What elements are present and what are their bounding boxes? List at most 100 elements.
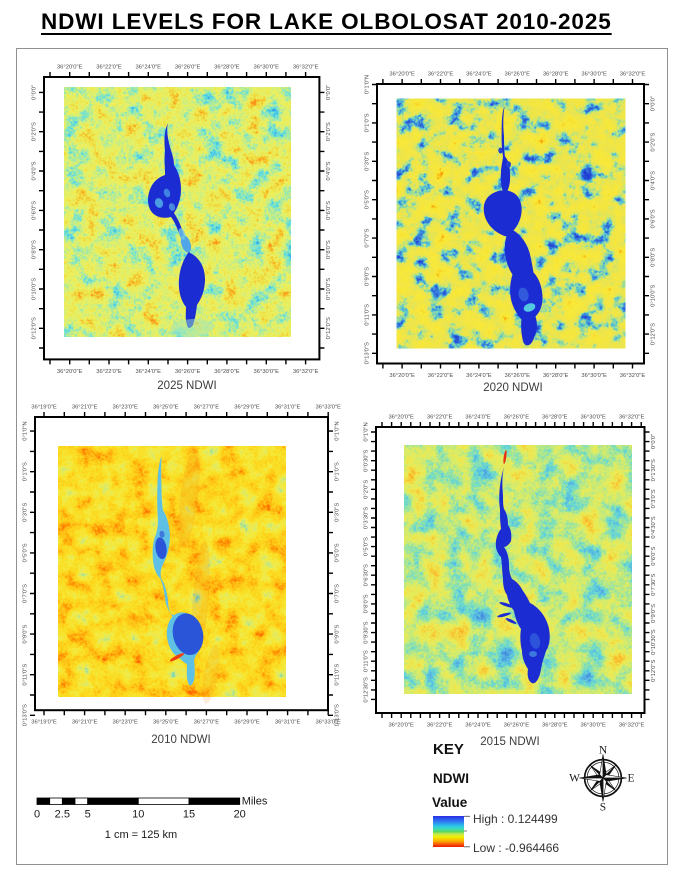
svg-text:0°11'0"S: 0°11'0"S <box>364 650 370 672</box>
svg-text:0°3'0"S: 0°3'0"S <box>364 151 370 170</box>
svg-text:0°1'0"N: 0°1'0"N <box>335 421 341 440</box>
svg-text:0°5'0"S: 0°5'0"S <box>335 543 341 562</box>
svg-text:0°6'0"S: 0°6'0"S <box>32 201 38 220</box>
svg-text:0°6'0"S: 0°6'0"S <box>651 547 657 566</box>
svg-text:0°9'0"S: 0°9'0"S <box>651 604 657 623</box>
svg-text:0°2'0"S: 0°2'0"S <box>364 480 370 499</box>
svg-text:E: E <box>627 773 634 785</box>
svg-text:36°22'0"E: 36°22'0"E <box>96 65 122 71</box>
svg-text:0°1'0"N: 0°1'0"N <box>364 422 370 441</box>
svg-text:36°28'0"E: 36°28'0"E <box>214 369 240 375</box>
svg-text:36°24'0"E: 36°24'0"E <box>466 373 492 379</box>
svg-text:0°7'30"S: 0°7'30"S <box>651 574 657 596</box>
svg-text:0°9'0"S: 0°9'0"S <box>335 624 341 643</box>
svg-text:0°5'0"S: 0°5'0"S <box>364 190 370 209</box>
svg-text:36°26'0"E: 36°26'0"E <box>504 71 530 77</box>
svg-text:36°32'0"E: 36°32'0"E <box>619 415 645 421</box>
svg-text:36°20'0"E: 36°20'0"E <box>388 723 414 729</box>
svg-text:0°1'0"N: 0°1'0"N <box>364 74 370 93</box>
svg-text:0°8'0"S: 0°8'0"S <box>650 247 656 266</box>
svg-text:0°6'30"S: 0°6'30"S <box>364 564 370 586</box>
svg-text:36°25'0"E: 36°25'0"E <box>153 404 179 410</box>
svg-text:36°27'0"E: 36°27'0"E <box>194 404 220 410</box>
svg-text:36°32'0"E: 36°32'0"E <box>619 373 645 379</box>
svg-text:36°27'0"E: 36°27'0"E <box>194 719 220 725</box>
svg-text:36°22'0"E: 36°22'0"E <box>427 415 453 421</box>
svg-text:0°3'30"S: 0°3'30"S <box>364 507 370 529</box>
svg-text:10: 10 <box>132 809 144 821</box>
svg-text:36°21'0"E: 36°21'0"E <box>72 719 98 725</box>
svg-text:0°12'0"S: 0°12'0"S <box>32 317 38 339</box>
svg-text:0°0'0": 0°0'0" <box>32 85 38 100</box>
svg-text:0°2'0"S: 0°2'0"S <box>326 122 332 141</box>
svg-text:0°9'0"S: 0°9'0"S <box>364 266 370 285</box>
svg-text:0°2'0"S: 0°2'0"S <box>32 122 38 141</box>
svg-text:36°22'0"E: 36°22'0"E <box>96 369 122 375</box>
svg-text:0°1'0"S: 0°1'0"S <box>335 462 341 481</box>
svg-text:0°4'0"S: 0°4'0"S <box>650 170 656 189</box>
svg-text:36°26'0"E: 36°26'0"E <box>504 723 530 729</box>
svg-text:0°10'0"S: 0°10'0"S <box>650 284 656 306</box>
svg-text:36°23'0"E: 36°23'0"E <box>112 404 138 410</box>
svg-text:36°26'0"E: 36°26'0"E <box>504 415 530 421</box>
svg-text:0: 0 <box>34 809 40 821</box>
svg-text:36°24'0"E: 36°24'0"E <box>136 65 162 71</box>
svg-text:36°30'0"E: 36°30'0"E <box>254 369 280 375</box>
svg-text:0°4'30"S: 0°4'30"S <box>651 516 657 538</box>
svg-text:36°20'0"E: 36°20'0"E <box>389 373 415 379</box>
svg-text:36°21'0"E: 36°21'0"E <box>72 404 98 410</box>
svg-text:36°30'0"E: 36°30'0"E <box>581 71 607 77</box>
svg-text:0°11'0"S: 0°11'0"S <box>364 303 370 325</box>
svg-text:36°24'0"E: 36°24'0"E <box>136 369 162 375</box>
svg-text:0°12'0"S: 0°12'0"S <box>326 317 332 339</box>
svg-text:0°11'0"S: 0°11'0"S <box>335 663 341 685</box>
svg-text:36°29'0"E: 36°29'0"E <box>234 404 260 410</box>
svg-text:36°24'0"E: 36°24'0"E <box>465 723 491 729</box>
svg-text:36°30'0"E: 36°30'0"E <box>254 65 280 71</box>
svg-text:36°20'0"E: 36°20'0"E <box>57 369 83 375</box>
svg-text:36°28'0"E: 36°28'0"E <box>542 723 568 729</box>
svg-text:1 cm = 125 km: 1 cm = 125 km <box>105 829 177 841</box>
svg-text:36°28'0"E: 36°28'0"E <box>542 71 568 77</box>
svg-text:5: 5 <box>85 809 91 821</box>
svg-text:36°24'0"E: 36°24'0"E <box>465 415 491 421</box>
svg-text:0°8'0"S: 0°8'0"S <box>364 594 370 613</box>
svg-text:36°32'0"E: 36°32'0"E <box>619 71 645 77</box>
svg-text:0°13'0"S: 0°13'0"S <box>23 704 29 726</box>
svg-text:0°8'0"S: 0°8'0"S <box>326 240 332 259</box>
svg-text:36°20'0"E: 36°20'0"E <box>389 71 415 77</box>
svg-text:0°11'0"S: 0°11'0"S <box>23 663 29 685</box>
svg-text:0°1'0"S: 0°1'0"S <box>23 462 29 481</box>
svg-text:20: 20 <box>234 809 246 821</box>
svg-text:0°1'30"S: 0°1'30"S <box>651 459 657 481</box>
svg-text:36°19'0"E: 36°19'0"E <box>31 404 57 410</box>
svg-text:0°7'0"S: 0°7'0"S <box>23 584 29 603</box>
svg-text:0°12'0"S: 0°12'0"S <box>650 322 656 344</box>
svg-text:0°3'0"S: 0°3'0"S <box>335 502 341 521</box>
svg-text:0°9'0"S: 0°9'0"S <box>23 624 29 643</box>
svg-text:36°20'0"E: 36°20'0"E <box>388 415 414 421</box>
svg-text:15: 15 <box>183 809 195 821</box>
svg-text:0°12'0"S: 0°12'0"S <box>651 660 657 682</box>
svg-text:0°10'0"S: 0°10'0"S <box>32 278 38 300</box>
svg-text:36°24'0"E: 36°24'0"E <box>466 71 492 77</box>
svg-text:0°0'0": 0°0'0" <box>326 85 332 100</box>
svg-text:0°10'30"S: 0°10'30"S <box>651 629 657 655</box>
svg-text:36°26'0"E: 36°26'0"E <box>175 369 201 375</box>
svg-text:36°31'0"E: 36°31'0"E <box>275 404 301 410</box>
svg-text:36°32'0"E: 36°32'0"E <box>293 65 319 71</box>
svg-text:0°0'0": 0°0'0" <box>650 96 656 111</box>
svg-text:0°5'0"S: 0°5'0"S <box>23 543 29 562</box>
svg-text:36°33'0"E: 36°33'0"E <box>315 404 341 410</box>
svg-text:0°0'0": 0°0'0" <box>651 434 657 449</box>
svg-text:36°28'0"E: 36°28'0"E <box>214 65 240 71</box>
svg-text:36°26'0"E: 36°26'0"E <box>504 373 530 379</box>
svg-text:0°8'0"S: 0°8'0"S <box>32 240 38 259</box>
svg-text:0°4'0"S: 0°4'0"S <box>326 161 332 180</box>
svg-text:36°29'0"E: 36°29'0"E <box>234 719 260 725</box>
svg-text:Miles: Miles <box>242 796 268 808</box>
svg-text:0°0'30"S: 0°0'30"S <box>364 449 370 471</box>
svg-text:W: W <box>569 773 580 785</box>
svg-text:N: N <box>598 745 607 757</box>
svg-text:36°22'0"E: 36°22'0"E <box>427 71 453 77</box>
